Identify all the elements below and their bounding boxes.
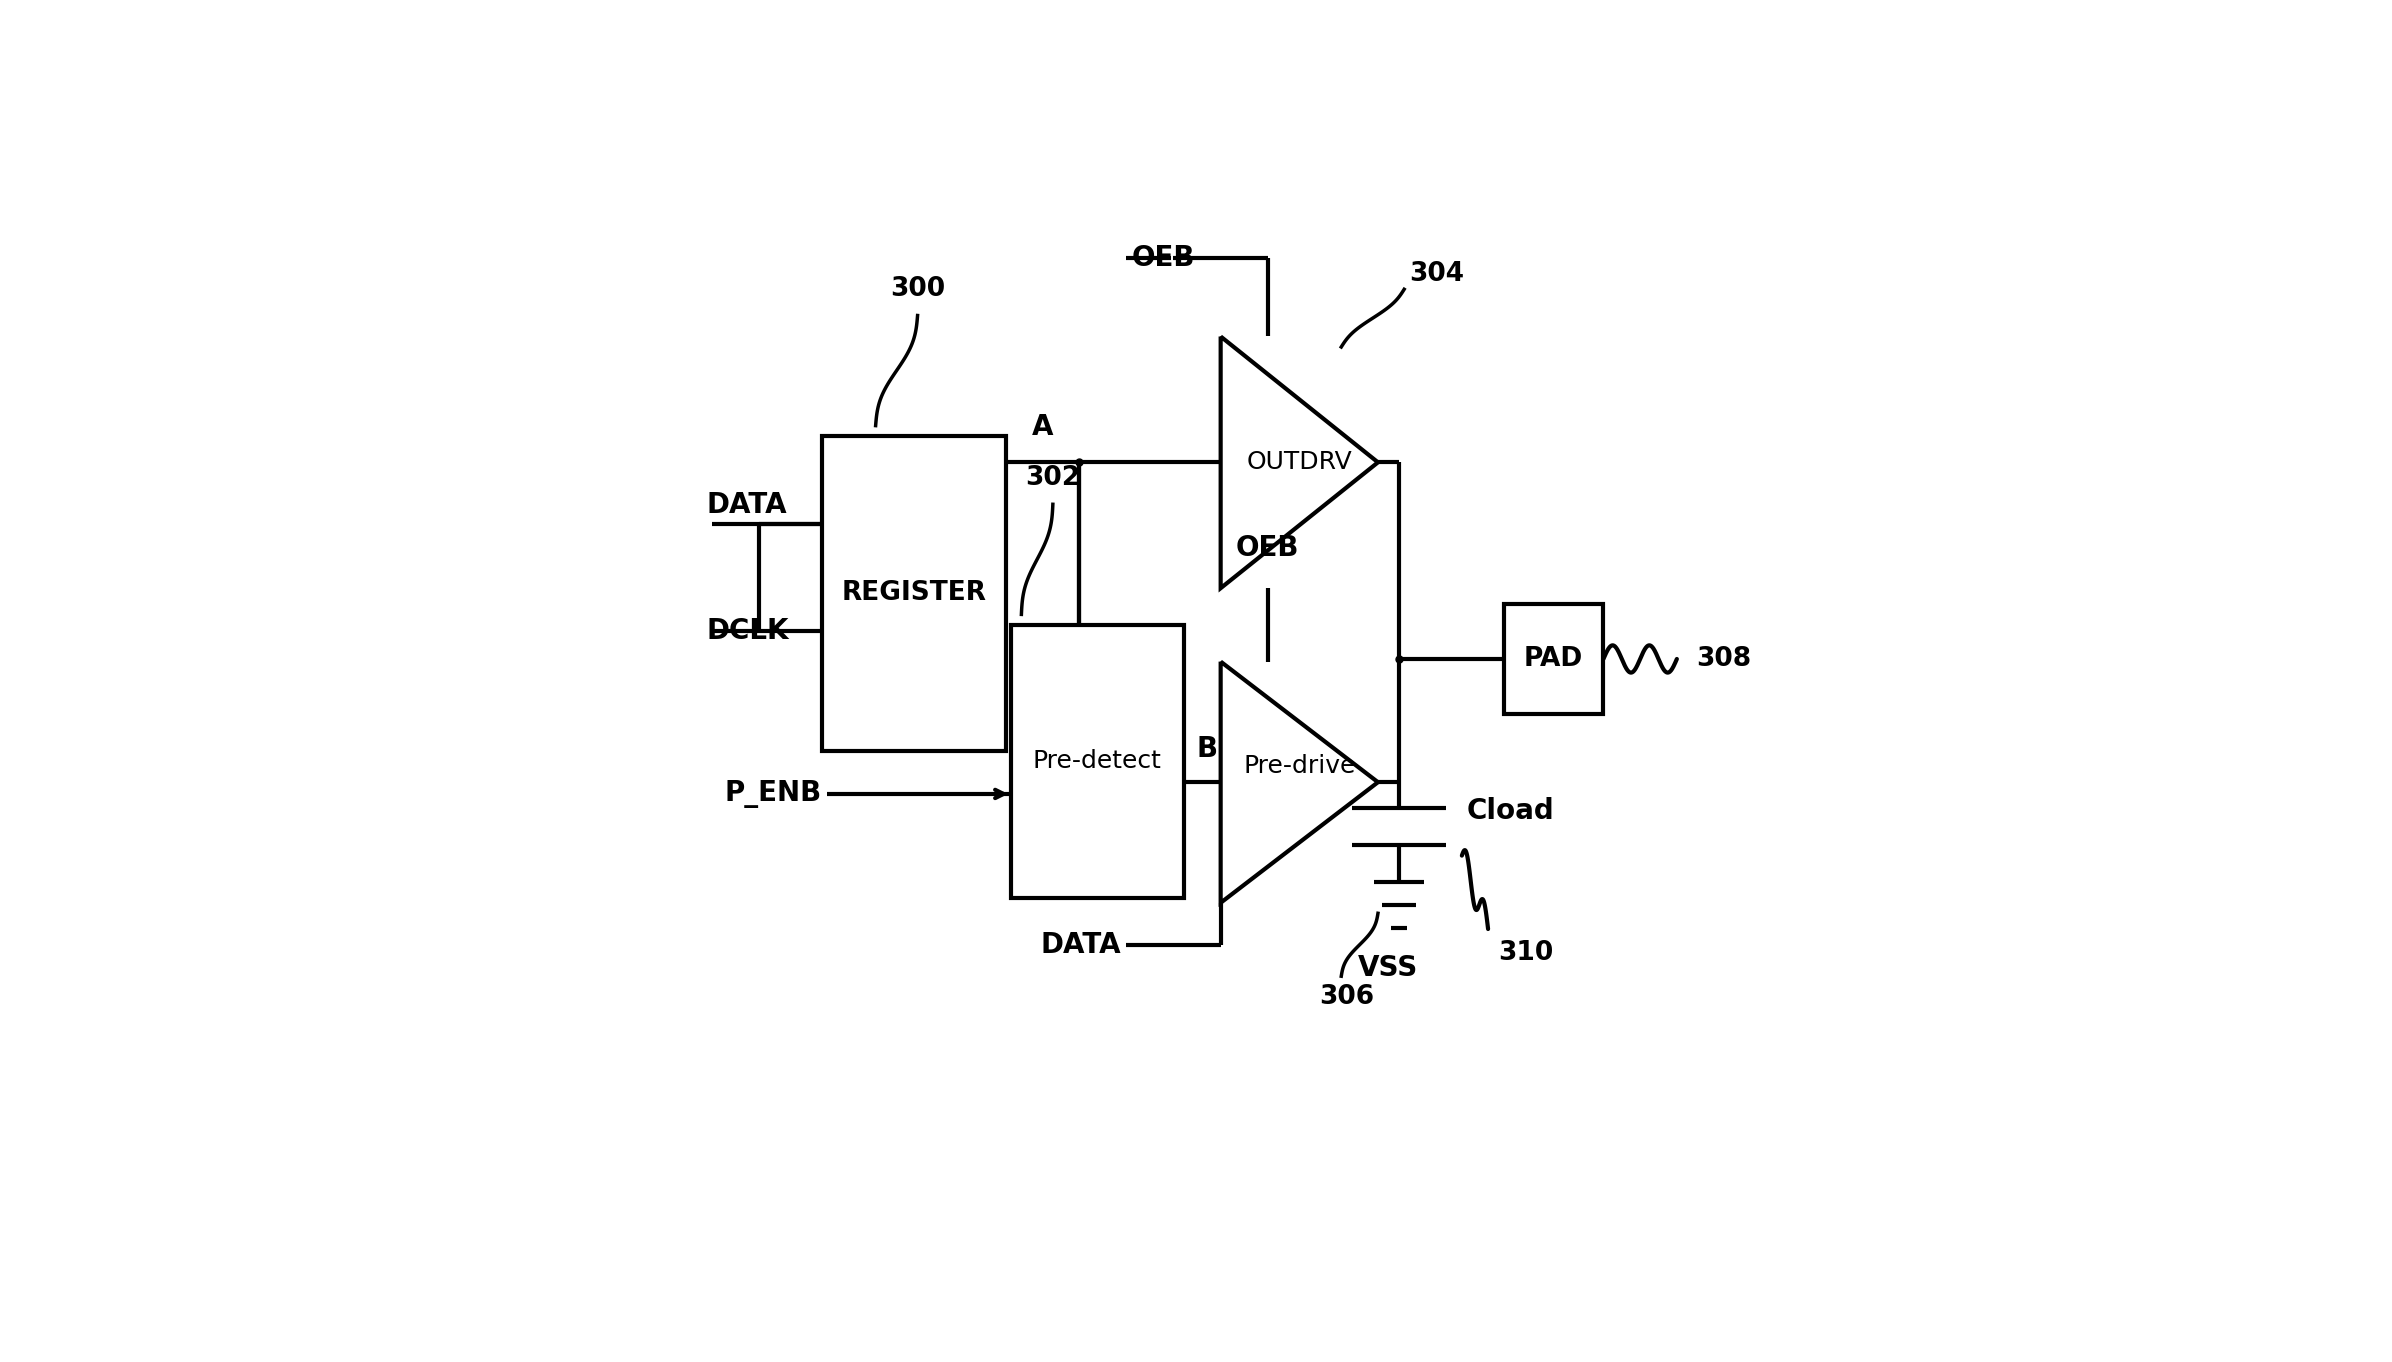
Bar xyxy=(1505,603,1603,714)
Text: Cload: Cload xyxy=(1466,797,1555,825)
Text: 302: 302 xyxy=(1026,464,1081,492)
Text: 308: 308 xyxy=(1696,646,1751,671)
Text: DATA: DATA xyxy=(1041,930,1122,959)
Text: P_ENB: P_ENB xyxy=(725,780,823,808)
Text: VSS: VSS xyxy=(1359,955,1418,982)
Text: 306: 306 xyxy=(1318,985,1373,1011)
Text: 310: 310 xyxy=(1497,940,1555,966)
Text: DCLK: DCLK xyxy=(706,617,789,646)
Text: OEB: OEB xyxy=(1131,244,1196,272)
Text: Pre-drive: Pre-drive xyxy=(1244,755,1356,779)
Bar xyxy=(1012,625,1184,898)
Text: OEB: OEB xyxy=(1237,534,1299,563)
Text: DATA: DATA xyxy=(706,490,787,519)
Text: A: A xyxy=(1031,413,1052,441)
Text: REGISTER: REGISTER xyxy=(842,580,986,606)
Text: 300: 300 xyxy=(890,276,945,302)
Text: OUTDRV: OUTDRV xyxy=(1246,451,1351,474)
Bar xyxy=(823,436,1005,750)
Text: Pre-detect: Pre-detect xyxy=(1033,749,1163,774)
Text: PAD: PAD xyxy=(1524,646,1584,671)
Text: 304: 304 xyxy=(1409,260,1464,286)
Text: B: B xyxy=(1196,735,1218,763)
